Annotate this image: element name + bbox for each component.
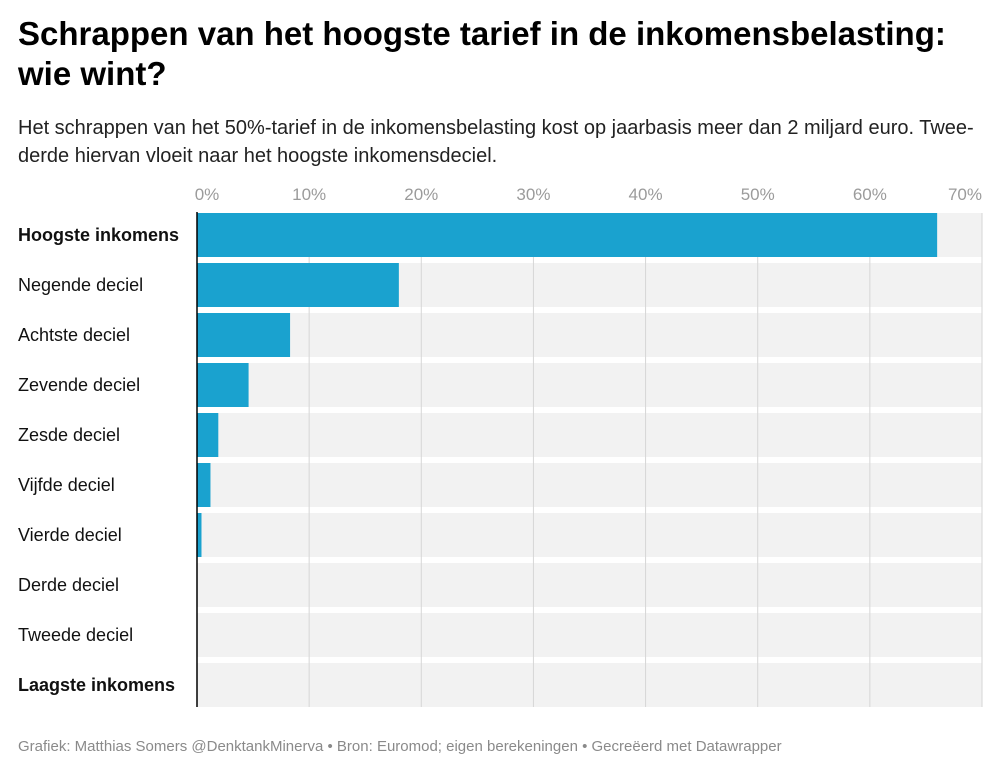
bar bbox=[197, 463, 211, 507]
category-label: Zesde deciel bbox=[18, 425, 120, 445]
bar-track bbox=[197, 563, 982, 607]
category-label: Laagste inkomens bbox=[18, 675, 175, 695]
bar bbox=[197, 513, 202, 557]
category-label: Hoogste inkomens bbox=[18, 225, 179, 245]
bar-track bbox=[197, 413, 982, 457]
bar bbox=[197, 263, 399, 307]
chart-footer: Grafiek: Matthias Somers @DenktankMinerv… bbox=[18, 738, 782, 755]
chart-title: Schrappen van het hoogste tarief in de i… bbox=[18, 15, 946, 92]
x-tick-label: 70% bbox=[948, 185, 982, 204]
bar-chart: 0% 10% 20% 30% 40% 50% 60% 70% Hoogste inkomens… bbox=[18, 185, 983, 707]
bar-track bbox=[197, 363, 982, 407]
category-label: Zevende deciel bbox=[18, 375, 140, 395]
category-label: Negende deciel bbox=[18, 275, 143, 295]
category-labels: Hoogste inkomens Negende deciel Achtste de… bbox=[18, 225, 179, 695]
x-tick-label: 0% bbox=[195, 185, 220, 204]
bar-track bbox=[197, 663, 982, 707]
bar bbox=[197, 213, 938, 257]
bar-track bbox=[197, 463, 982, 507]
x-axis-ticks: 0% 10% 20% 30% 40% 50% 60% 70% bbox=[195, 185, 982, 204]
category-label: Vijfde deciel bbox=[18, 475, 115, 495]
bar bbox=[197, 363, 249, 407]
x-tick-label: 60% bbox=[853, 185, 887, 204]
chart-subtitle: Het schrappen van het 50%-tarief in de i… bbox=[18, 117, 974, 167]
category-label: Tweede deciel bbox=[18, 625, 133, 645]
x-tick-label: 20% bbox=[404, 185, 438, 204]
x-tick-label: 50% bbox=[741, 185, 775, 204]
bar-tracks bbox=[197, 213, 982, 707]
bar-track bbox=[197, 313, 982, 357]
bar bbox=[197, 413, 219, 457]
x-tick-label: 10% bbox=[292, 185, 326, 204]
x-tick-label: 40% bbox=[629, 185, 663, 204]
x-tick-label: 30% bbox=[516, 185, 550, 204]
category-label: Derde deciel bbox=[18, 575, 119, 595]
bars bbox=[197, 213, 938, 557]
bar-track bbox=[197, 513, 982, 557]
bar-track bbox=[197, 613, 982, 657]
category-label: Vierde deciel bbox=[18, 525, 122, 545]
category-label: Achtste deciel bbox=[18, 325, 130, 345]
bar bbox=[197, 313, 291, 357]
